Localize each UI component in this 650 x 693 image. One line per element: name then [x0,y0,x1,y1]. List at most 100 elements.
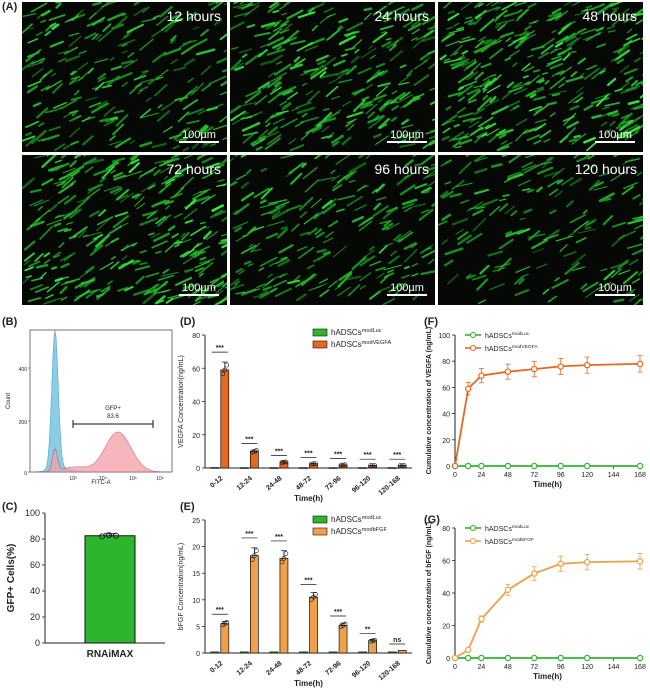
cell-streak [95,34,103,41]
cell-streak [630,103,643,110]
cell-streak [78,71,89,82]
cell-streak [101,4,108,8]
y-tick-label: 0 [196,466,200,473]
cell-streak [563,21,576,29]
x-tick-label: 96 [557,664,565,671]
cell-streak [492,267,505,272]
cell-streak [95,234,110,248]
cell-streak [31,221,44,227]
cell-streak [84,166,94,174]
cell-streak [164,22,175,33]
cell-streak [534,123,547,132]
cell-streak [330,134,345,144]
cell-streak [607,9,618,18]
cell-streak [134,265,151,271]
cell-streak [174,165,192,175]
cell-streak [301,82,308,87]
cell-streak [514,289,530,297]
cell-streak [387,242,394,246]
data-point [283,551,289,556]
bar [299,651,308,654]
cell-streak [70,75,81,80]
cell-streak [567,50,577,54]
cell-streak [27,61,44,68]
y-tick-label: 0 [196,651,200,658]
cell-streak [23,259,31,266]
cell-streak [521,188,531,192]
cell-streak [447,12,460,21]
cell-streak [34,252,44,262]
y-tick-label: 60 [442,385,450,392]
x-axis-label: Time(h) [533,480,562,489]
cell-streak [53,222,62,227]
cell-streak [157,216,169,227]
cell-streak [429,87,435,91]
cell-streak [474,135,483,144]
cell-streak [474,156,488,162]
cell-streak [300,72,309,76]
cell-streak [377,70,385,75]
panel-label-g: (G) [424,514,440,526]
cell-streak [407,97,421,104]
cell-streak [88,101,102,109]
data-point [224,362,230,368]
cell-streak [62,141,76,150]
cell-streak [610,261,629,270]
cell-streak [283,2,292,6]
cell-streak [111,23,124,30]
cell-streak [633,298,642,305]
cell-streak [548,15,562,22]
cell-streak [442,127,451,134]
cell-streak [444,159,452,165]
cell-streak [234,203,250,216]
cell-streak [452,135,468,141]
cell-streak [505,229,524,238]
cell-streak [398,230,412,240]
bar [328,651,338,654]
data-point [465,462,472,470]
cell-streak [357,184,369,191]
cell-streak [68,117,77,122]
cell-streak [113,174,127,181]
cell-streak [478,2,484,8]
cell-streak [252,138,266,147]
cell-streaks [230,2,435,152]
cell-streak [402,20,414,28]
cell-streak [300,116,319,124]
cell-streak [223,49,227,53]
cell-streak [161,271,179,277]
cell-streak [54,143,66,152]
cell-streak [594,181,605,187]
cell-streak [85,96,98,102]
cell-streak [43,252,51,258]
scale-bar-label: 100µm [598,282,632,294]
y-tick-label: 0 [35,638,40,648]
cell-streak [155,76,164,81]
cell-streak [121,50,128,54]
cell-streak [212,280,225,289]
cell-streak [111,157,126,163]
bar [299,467,308,469]
x-tick-label: RNAiMAX [87,649,134,660]
data-point [478,372,485,379]
legend-label: hADSCsmodLuc [331,328,382,337]
cell-streak [614,88,623,92]
cell-streak [155,295,166,304]
cell-streak [346,118,357,124]
cell-streak [165,297,174,304]
cell-streak [233,2,240,4]
y-tick-label: 60 [442,559,450,566]
cell-streak [170,192,183,199]
cell-streak [604,101,620,107]
cell-streak [438,220,448,226]
cell-streak [64,278,81,284]
cell-streak [97,100,108,108]
cell-streak [109,140,122,146]
cell-streak [331,174,340,182]
cell-streak [526,134,541,142]
cell-streak [199,256,207,261]
cell-streak [545,229,560,240]
cell-streak [519,30,535,43]
cell-streak [180,232,186,238]
cell-streak [39,225,53,240]
